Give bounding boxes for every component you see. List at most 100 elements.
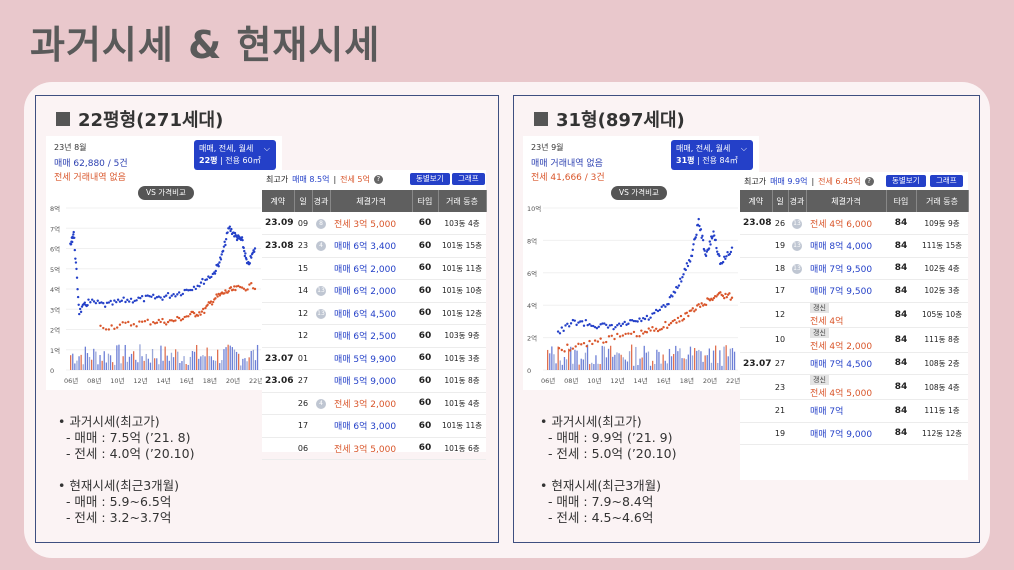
volume-bar — [172, 357, 175, 370]
contract-month — [740, 302, 772, 328]
sale-point — [221, 249, 225, 253]
volume-bar — [219, 363, 221, 370]
elapsed-cell: 4 — [312, 234, 330, 258]
table-row[interactable]: 14 13 매매 6억 2,000 60 101동 10층 — [262, 279, 486, 303]
table-row[interactable]: 10 갱신 전세 4억 2,000 84 111동 8층 — [740, 327, 968, 353]
rent-point — [118, 323, 122, 326]
sale-point — [199, 281, 203, 284]
sale-point — [577, 321, 580, 324]
sale-point — [111, 303, 114, 306]
table-row[interactable]: 23.07 27 매매 7억 4,500 84 108동 2층 — [740, 352, 968, 375]
sale-point — [152, 293, 155, 297]
table-row[interactable]: 17 매매 6억 3,000 60 101동 11층 — [262, 414, 486, 438]
sale-point — [72, 230, 75, 234]
vs-compare-button[interactable]: VS 가격비교 — [611, 186, 667, 200]
table-row[interactable]: 23.08 26 13 전세 4억 6,000 84 109동 9층 — [740, 212, 968, 235]
sale-point — [705, 250, 709, 253]
contract-month: 23.06 — [262, 369, 294, 393]
volume-bar — [645, 352, 647, 370]
bullet-line: • 현재시세(최근3개월) — [58, 478, 180, 493]
volume-bar — [198, 358, 200, 370]
volume-bar — [160, 345, 162, 370]
trade-day: 12 — [294, 324, 312, 348]
sale-point — [115, 300, 118, 304]
rent-point — [679, 314, 683, 318]
volume-bar — [162, 360, 164, 370]
sale-point — [649, 316, 652, 319]
rent-point — [129, 324, 133, 327]
sale-point — [202, 282, 206, 286]
table-row[interactable]: 15 매매 6억 2,000 60 101동 11층 — [262, 257, 486, 280]
sale-point — [694, 236, 697, 239]
table-row[interactable]: 12 매매 6억 2,500 60 103동 9층 — [262, 324, 486, 348]
table-row[interactable]: 06 전세 3억 5,000 60 101동 6층 — [262, 437, 486, 460]
rent-point — [248, 283, 251, 286]
table-row[interactable]: 17 매매 7억 9,500 84 102동 3층 — [740, 279, 968, 303]
volume-bar — [710, 362, 713, 370]
contract-month — [740, 234, 772, 258]
table-row[interactable]: 23.08 23 4 매매 6억 3,400 60 101동 15층 — [262, 234, 486, 258]
table-row[interactable]: 19 매매 7억 9,000 84 112동 12층 — [740, 422, 968, 445]
graph-button[interactable]: 그래프 — [930, 175, 963, 187]
rent-point — [143, 320, 147, 323]
y-tick-label: 3억 — [50, 306, 60, 314]
sale-point — [698, 224, 701, 228]
trade-type: 84 — [886, 212, 916, 235]
renewal-tag: 갱신 — [810, 327, 829, 338]
rent-point — [729, 298, 732, 301]
rent-point — [654, 327, 658, 330]
trade-type: 60 — [412, 324, 438, 348]
sale-point — [573, 319, 576, 322]
bullet-line: • 현재시세(최근3개월) — [540, 478, 662, 493]
trade-type: 84 — [886, 352, 916, 375]
volume-bar — [706, 355, 708, 370]
table-row[interactable]: 12 13 매매 6억 4,500 60 101동 12층 — [262, 302, 486, 325]
help-icon[interactable]: ? — [373, 175, 383, 184]
rent-point — [660, 327, 663, 331]
volume-bar — [91, 359, 93, 370]
x-tick-label: 18년 — [203, 376, 217, 385]
sale-point — [671, 295, 674, 298]
column-header: 타입 — [412, 190, 439, 212]
volume-bar — [177, 351, 179, 370]
vs-compare-button[interactable]: VS 가격비교 — [138, 186, 194, 200]
column-header: 일 — [772, 190, 789, 212]
sale-point — [606, 326, 610, 329]
volume-bar — [193, 351, 196, 370]
sale-point — [78, 312, 81, 316]
sale-point — [725, 255, 728, 258]
rent-point — [166, 320, 170, 324]
rent-point — [596, 340, 600, 343]
volume-bar — [572, 363, 574, 370]
rent-point — [240, 286, 244, 289]
building-view-button[interactable]: 동별보기 — [886, 175, 926, 187]
table-row[interactable]: 23.07 01 매매 5억 9,900 60 101동 3층 — [262, 347, 486, 370]
volume-bar — [225, 347, 227, 370]
sale-point — [730, 246, 734, 249]
table-row[interactable]: 12 갱신 전세 4억 84 105동 10층 — [740, 302, 968, 328]
help-icon[interactable]: ? — [864, 177, 874, 186]
rent-point — [135, 325, 138, 328]
graph-button[interactable]: 그래프 — [452, 173, 485, 185]
y-tick-label: 0 — [527, 367, 531, 375]
table-row[interactable]: 23.06 27 매매 5억 9,000 60 101동 8층 — [262, 369, 486, 393]
sale-point — [680, 280, 683, 283]
trade-filter-dropdown[interactable]: 매매, 전세, 월세 31평 | 전용 84㎡ ⌵ — [671, 140, 753, 170]
sale-point — [564, 324, 567, 327]
table-row[interactable]: 19 13 매매 8억 4,000 84 111동 15층 — [740, 234, 968, 258]
volume-bar — [691, 355, 694, 370]
volume-bar — [675, 345, 677, 370]
table-row[interactable]: 23 갱신 전세 4억 5,000 84 108동 4층 — [740, 374, 968, 400]
table-row[interactable]: 18 13 매매 7억 9,500 84 102동 4층 — [740, 257, 968, 280]
trade-price: 전세 4억 6,000 — [806, 212, 886, 235]
table-row[interactable]: 21 매매 7억 84 111동 1층 — [740, 399, 968, 423]
table-row[interactable]: 26 4 전세 3억 2,000 60 101동 4층 — [262, 392, 486, 415]
sale-point — [233, 231, 237, 235]
sale-point — [614, 326, 617, 329]
table-row[interactable]: 23.09 09 8 전세 3억 5,000 60 103동 4층 — [262, 212, 486, 235]
volume-bar — [214, 360, 217, 370]
building-view-button[interactable]: 동별보기 — [410, 173, 450, 185]
volume-bar — [570, 346, 572, 370]
trade-filter-dropdown[interactable]: 매매, 전세, 월세 22평 | 전용 60㎡ ⌵ — [194, 140, 276, 170]
sale-point — [688, 260, 692, 263]
